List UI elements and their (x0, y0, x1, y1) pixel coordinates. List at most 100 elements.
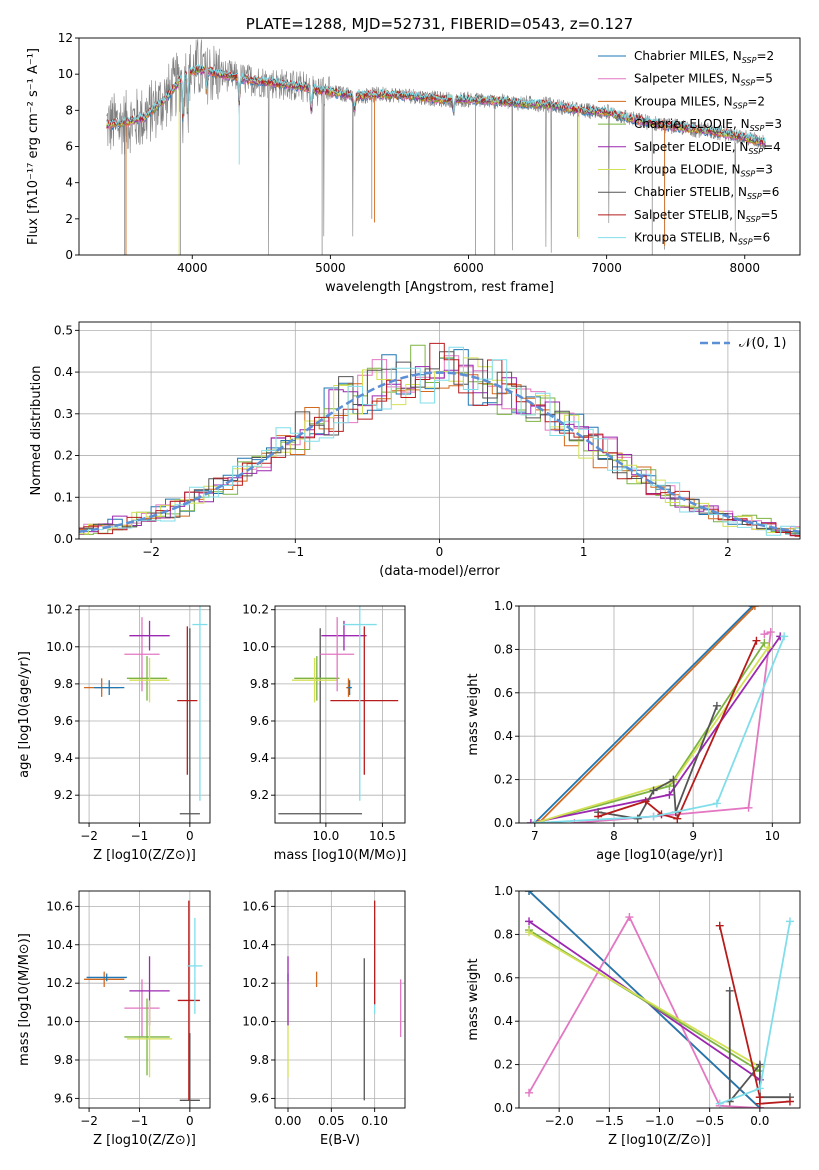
x-tick-label: 0.0 (750, 1114, 769, 1128)
y-tick-label: 9.8 (54, 1053, 73, 1067)
axes-frame (78, 605, 211, 824)
x-tick-label: −1 (286, 545, 304, 559)
errorbar-point (124, 979, 160, 1037)
weight-marker (534, 819, 543, 823)
y-tick-label: 10.0 (242, 1015, 269, 1029)
y-tick-label: 0.6 (494, 686, 513, 700)
y-tick-label: 1.0 (494, 884, 513, 898)
histogram-kroupa-stelib (79, 346, 800, 536)
y-tick-label: 6 (65, 140, 73, 154)
errorbar-point (291, 657, 338, 703)
x-tick-label: −1.0 (645, 1114, 674, 1128)
errorbar-point (179, 1033, 200, 1108)
mass_ebv-plot-area (287, 900, 402, 1101)
y-tick-label: 10.2 (46, 976, 73, 990)
x-tick-label: 6000 (453, 261, 484, 275)
weight_Z-plot-area (525, 891, 794, 1108)
x-axis-label: Z [log10(Z/Z⊙)] (93, 1133, 196, 1148)
legend-entry: Chabrier ELODIE, NSSP=3 (634, 117, 782, 133)
x-axis-label: wavelength [Angstrom, rest frame] (325, 280, 554, 295)
legend-entry: Kroupa STELIB, NSSP=6 (634, 231, 770, 247)
errorbar-point (84, 971, 125, 988)
x-tick-label: −0.5 (695, 1114, 724, 1128)
y-tick-label: 0.4 (54, 365, 73, 379)
y-tick-label: 0.4 (494, 729, 513, 743)
mass_ebv-panel: 0.00 0.05 0.10 9.6 9.8 10.0 10.2 10.4 10.6 E(B-V) (242, 890, 406, 1148)
errorbar-point (294, 656, 340, 701)
weight-marker (755, 1084, 764, 1093)
errorbar-point (129, 657, 170, 703)
x-tick-label: 5000 (315, 261, 346, 275)
legend-entry: Kroupa ELODIE, NSSP=3 (634, 163, 773, 179)
y-tick-label: 9.4 (54, 751, 73, 765)
axes-frame (78, 890, 211, 1109)
weight-marker (744, 803, 753, 812)
y-tick-label: 0.6 (494, 971, 513, 985)
y-axis-label: Flux [fλ10⁻¹⁷ erg cm⁻² s⁻¹ A⁻¹] (26, 48, 41, 245)
weight-marker (641, 797, 650, 806)
y-tick-label: 4 (65, 176, 73, 190)
x-tick-label: 1 (580, 545, 588, 559)
errorbar-point (187, 917, 203, 1014)
weight-marker (715, 1099, 724, 1108)
weight-marker (750, 606, 759, 610)
y-axis-label: mass weight (466, 673, 481, 755)
errorbar-point (129, 620, 170, 651)
x-axis-label: Z [log10(Z/Z⊙)] (608, 1133, 711, 1148)
legend-entry: Kroupa MILES, NSSP=2 (634, 94, 765, 110)
x-tick-label: 0.05 (318, 1114, 345, 1128)
x-tick-label: 0 (436, 545, 444, 559)
y-tick-label: 0.4 (494, 1014, 513, 1028)
weight-marker (752, 636, 761, 645)
errorbar-point (321, 620, 367, 651)
weight-marker (649, 786, 658, 795)
weight-marker (712, 799, 721, 808)
errorbar-point (278, 628, 363, 823)
y-tick-label: 10.0 (242, 640, 269, 654)
gaussian-curve (79, 371, 800, 533)
errorbar-point (330, 626, 399, 775)
y-tick-label: 9.2 (54, 788, 73, 802)
weight-marker (665, 790, 674, 799)
errorbar-point (124, 998, 170, 1076)
weight-marker (725, 986, 734, 995)
model-spectrum-line (106, 63, 766, 144)
y-tick-label: 0.1 (54, 490, 73, 504)
residuals-legend: 𝒩(0, 1) (700, 336, 786, 351)
y-tick-label: 10.4 (242, 938, 269, 952)
x-tick-label: −1 (131, 829, 149, 843)
weight-line (597, 640, 758, 820)
age_mass-plot-area (278, 606, 399, 823)
mass_Z-panel: −2 −1 0 9.6 9.8 10.0 10.2 10.4 10.6 Z [log10(Z/Z⊙… (17, 890, 211, 1148)
age_Z-plot-area (84, 606, 208, 823)
errorbar-point (126, 656, 168, 701)
y-tick-label: 0 (65, 248, 73, 262)
y-tick-label: 0.3 (54, 407, 73, 421)
weight-marker (525, 1088, 534, 1097)
errorbar-point (126, 1000, 173, 1078)
x-axis-label: Z [log10(Z/Z⊙)] (93, 848, 196, 863)
weight-marker (526, 819, 535, 823)
weight_Z-panel: −2.0 −1.5 −1.0 −0.5 0.0 0.0 0.2 0.4 0.6 0.8 1.0 Z [… (466, 884, 801, 1148)
weight-marker (755, 1060, 764, 1069)
y-tick-label: 10.6 (46, 899, 73, 913)
legend-entry: 𝒩(0, 1) (739, 336, 786, 351)
y-tick-label: 2 (65, 212, 73, 226)
histogram-salpeter-elodie (79, 364, 800, 537)
y-tick-label: 10.4 (46, 938, 73, 952)
y-tick-label: 9.8 (250, 1053, 269, 1067)
y-tick-label: 0.2 (494, 773, 513, 787)
y-tick-label: 0.2 (54, 449, 73, 463)
weight_age-panel: 7 8 9 10 0.0 0.2 0.4 0.6 0.8 1.0 age [log10(age/yr… (466, 599, 801, 863)
y-tick-label: 0.0 (494, 1101, 513, 1115)
weight-line (528, 931, 761, 1068)
x-tick-label: −1 (131, 1114, 149, 1128)
y-tick-label: 9.6 (54, 714, 73, 728)
y-tick-label: 0.2 (494, 1058, 513, 1072)
weight-marker (525, 917, 534, 926)
x-tick-label: 9 (689, 829, 697, 843)
weight-marker (673, 814, 682, 823)
y-tick-label: 0.8 (494, 927, 513, 941)
weight-line (530, 635, 781, 823)
y-tick-label: 10.6 (242, 899, 269, 913)
